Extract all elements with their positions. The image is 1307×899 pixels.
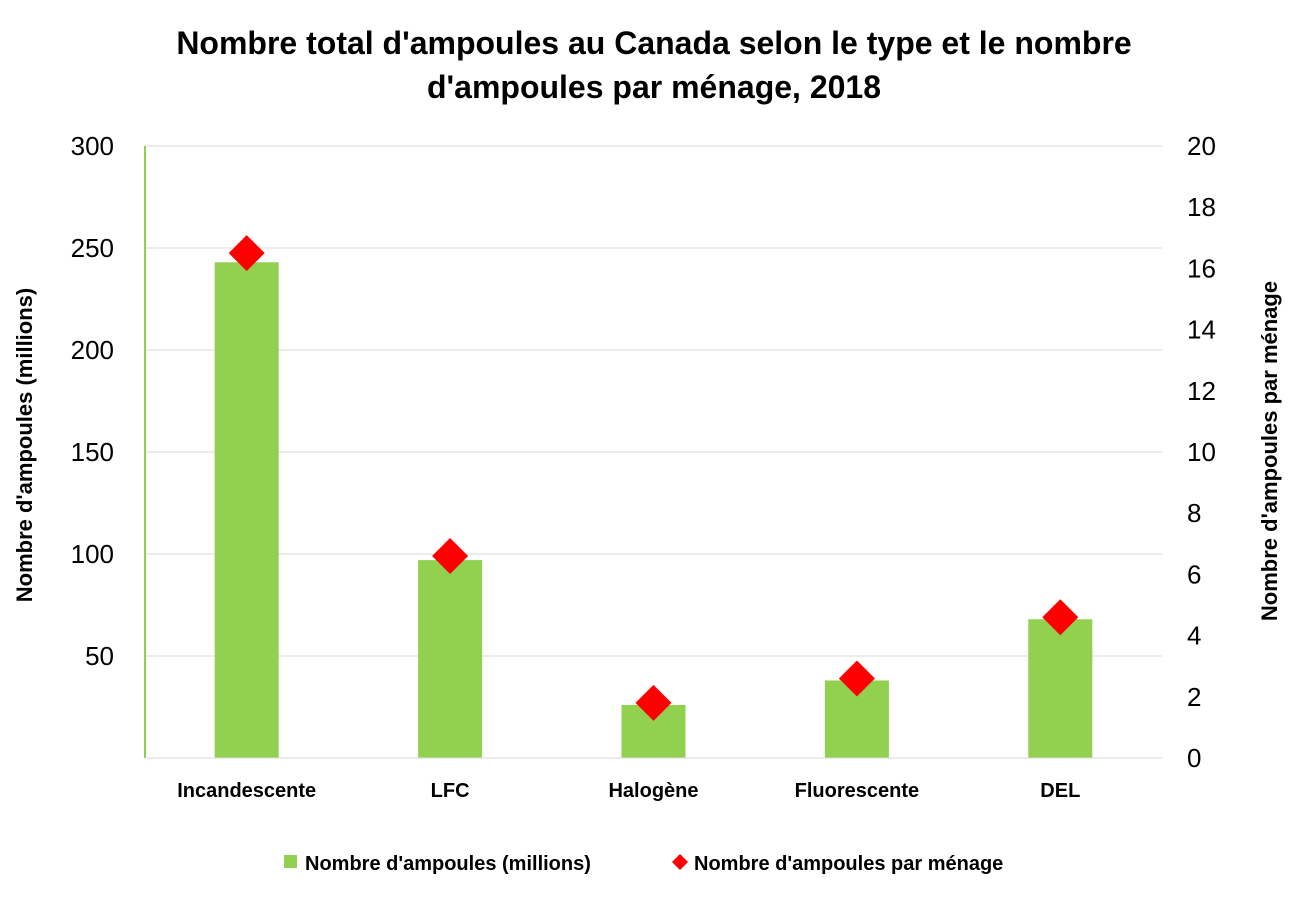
legend-marker-label: Nombre d'ampoules par ménage <box>694 853 1003 875</box>
category-label: DEL <box>1040 780 1080 802</box>
right-axis-ticks: 0 2 4 6 8 10 12 14 16 18 20 <box>1187 131 1216 773</box>
legend: Nombre d'ampoules (millions) Nombre d'am… <box>284 853 1003 875</box>
diamond-marker <box>228 235 265 272</box>
legend-bar-swatch <box>284 855 297 868</box>
right-tick-label: 18 <box>1187 192 1216 222</box>
chart-title: Nombre total d'ampoules au Canada selon … <box>176 25 1131 105</box>
right-tick-label: 12 <box>1187 376 1216 406</box>
right-axis-title: Nombre d'ampoules par ménage <box>1257 281 1282 621</box>
right-tick-label: 16 <box>1187 253 1216 283</box>
chart-title-line-2: d'ampoules par ménage, 2018 <box>427 69 881 105</box>
diamond-marker <box>432 538 469 575</box>
bar <box>1028 619 1093 758</box>
left-tick-label: 150 <box>71 437 114 467</box>
left-tick-label: 50 <box>85 641 114 671</box>
category-label: Incandescente <box>177 780 316 802</box>
legend-diamond-swatch <box>672 854 688 870</box>
diamond-marker <box>1042 599 1079 636</box>
axes <box>144 146 1162 759</box>
gridlines <box>145 145 1162 657</box>
left-tick-label: 100 <box>71 539 114 569</box>
category-label: LFC <box>431 780 470 802</box>
bar <box>214 262 279 758</box>
right-tick-label: 10 <box>1187 437 1216 467</box>
right-tick-label: 8 <box>1187 498 1201 528</box>
right-tick-label: 6 <box>1187 559 1201 589</box>
bar-series <box>214 262 1093 758</box>
chart-title-line-1: Nombre total d'ampoules au Canada selon … <box>176 25 1131 61</box>
right-tick-label: 14 <box>1187 315 1216 345</box>
left-axis-title: Nombre d'ampoules (millions) <box>12 288 37 603</box>
diamond-marker <box>635 684 672 721</box>
diamond-marker <box>838 660 875 697</box>
left-tick-label: 300 <box>71 131 114 161</box>
right-tick-label: 20 <box>1187 131 1216 161</box>
marker-series <box>228 235 1079 721</box>
right-tick-label: 0 <box>1187 743 1201 773</box>
right-tick-label: 2 <box>1187 682 1201 712</box>
left-axis-ticks: 50 100 150 200 250 300 <box>71 131 114 671</box>
category-label: Fluorescente <box>795 780 919 802</box>
category-label: Halogène <box>608 780 698 802</box>
right-tick-label: 4 <box>1187 621 1201 651</box>
left-tick-label: 250 <box>71 233 114 263</box>
category-labels: Incandescente LFC Halogène Fluorescente DEL <box>177 780 1080 802</box>
legend-bar-label: Nombre d'ampoules (millions) <box>305 853 591 875</box>
left-tick-label: 200 <box>71 335 114 365</box>
bar <box>418 560 483 758</box>
